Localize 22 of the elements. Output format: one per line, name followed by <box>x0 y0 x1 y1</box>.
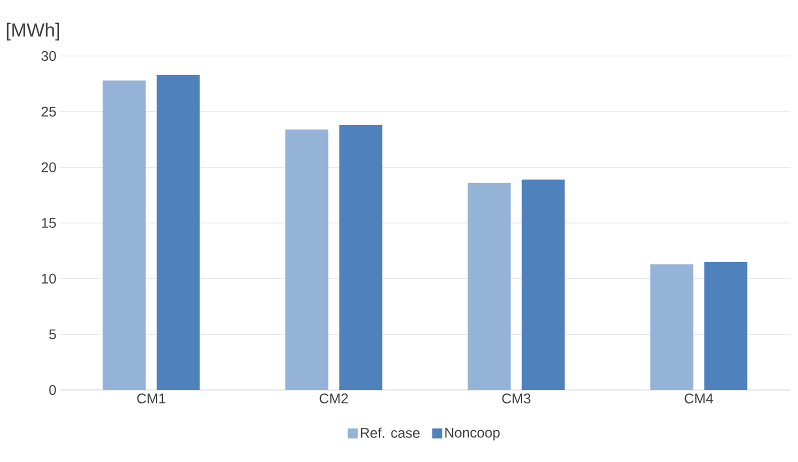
x-tick-label: CM1 <box>137 394 166 404</box>
bar <box>285 129 328 390</box>
bar <box>156 74 200 390</box>
y-tick-label: 15 <box>42 218 56 228</box>
y-tick-label: 5 <box>49 329 56 340</box>
bar <box>339 125 382 390</box>
bar <box>102 80 146 390</box>
legend-label: Ref. case <box>360 428 420 438</box>
bar <box>468 182 511 390</box>
y-tick-label: 0 <box>49 385 56 395</box>
y-tick-label: 25 <box>42 106 56 117</box>
bar <box>650 264 694 390</box>
y-axis-title: [MWh] <box>6 22 60 40</box>
bar <box>522 180 565 390</box>
legend-label: Noncoop <box>445 428 500 440</box>
x-tick-label: CM3 <box>502 394 530 404</box>
bar <box>704 262 748 390</box>
y-tick-label: 30 <box>41 51 56 61</box>
x-tick-label: CM2 <box>320 394 348 404</box>
y-tick-label: 10 <box>42 274 56 284</box>
y-tick-label: 20 <box>42 162 56 172</box>
x-tick-label: CM4 <box>684 394 714 404</box>
